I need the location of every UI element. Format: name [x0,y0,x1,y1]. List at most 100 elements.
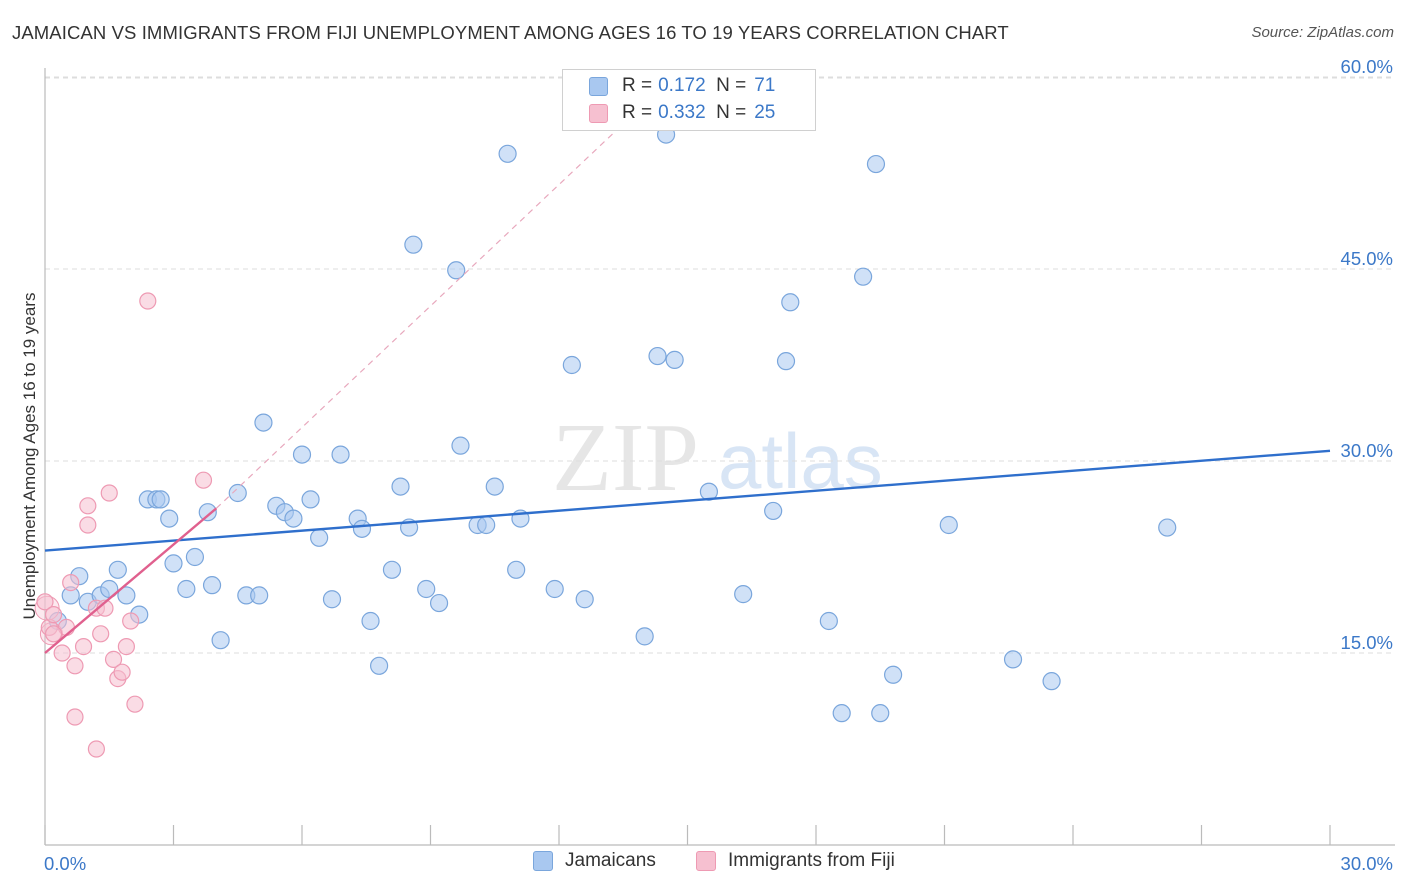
jamaican-point [160,509,179,528]
fiji-point [113,663,131,681]
y-tick-label: 30.0% [1341,440,1393,461]
fiji-point [126,695,144,713]
y-tick-label: 15.0% [1341,632,1393,653]
jamaican-point [164,554,183,573]
fiji-trend-line [44,507,218,654]
legend-swatch-pink [696,851,716,871]
jamaican-point [211,631,230,650]
jamaican-point [451,436,470,455]
jamaican-point [871,704,890,723]
jamaican-point [575,590,594,609]
jamaican-point [562,355,581,375]
jamaican-point [310,528,329,547]
legend-r-value: 0.172 [658,75,706,96]
jamaican-point [498,144,517,163]
watermark-zip: ZIP [552,404,699,512]
jamaican-point [117,586,136,605]
jamaican-point [228,483,247,503]
jamaican-point [477,515,496,535]
jamaican-point [665,350,684,369]
jamaican-point [352,519,372,538]
jamaican-point [819,611,838,631]
x-tick-label: 30.0% [1341,853,1393,874]
jamaican-point [939,515,958,535]
fiji-point [66,657,84,675]
legend-row-jamaicans: R = 0.172 N = 71 [563,73,775,99]
jamaican-point [185,547,205,567]
jamaican-point [292,445,312,464]
jamaican-point [635,627,654,646]
y-tick-label: 45.0% [1341,248,1393,269]
fiji-point [66,708,84,726]
jamaican-point [734,585,753,604]
fiji-point [44,625,63,643]
legend-r-value: 0.332 [658,102,706,123]
fiji-point [87,740,106,758]
jamaican-point [177,579,196,599]
x-tick-label: 0.0% [44,853,86,874]
jamaican-point [764,501,783,521]
legend-r-label: R = [622,102,653,123]
legend-n-value: 25 [754,102,776,123]
legend-label-jamaicans: Jamaicans [565,850,656,871]
jamaican-point [545,579,564,599]
jamaican-point [429,593,449,613]
jamaican-point [417,579,436,599]
jamaican-point [322,590,342,609]
y-tick-label: 60.0% [1341,56,1393,77]
jamaican-point [485,477,504,496]
jamaican-point [699,482,719,501]
jamaican-point [447,261,466,280]
fiji-point [194,471,213,489]
fiji-point [36,593,54,611]
legend-swatch-pink [589,103,608,123]
jamaican-point [284,509,303,528]
jamaican-point [382,560,402,579]
jamaican-point [776,352,796,371]
legend-label-fiji: Immigrants from Fiji [728,850,895,871]
fiji-point [79,497,97,515]
legend-swatch-blue [589,76,608,96]
jamaican-point [202,576,222,595]
jamaican-point [404,235,423,254]
jamaican-point [254,413,273,432]
fiji-point [53,644,71,662]
chart-title: JAMAICAN VS IMMIGRANTS FROM FIJI UNEMPLO… [12,22,1009,43]
legend-item-fiji: Immigrants from Fiji [696,850,895,872]
fiji-point [79,516,97,534]
jamaican-point [648,346,667,366]
series-legend: Jamaicans Immigrants from Fiji [0,850,1406,878]
fiji-point [100,484,118,502]
fiji-point [139,292,157,310]
jamaican-point [1158,518,1177,537]
legend-swatch-blue [533,851,553,871]
jamaican-point [507,560,526,579]
jamaican-point [331,445,350,464]
jamaican-point [883,665,903,684]
jamaican-point [198,503,217,522]
jamaican-point [370,656,389,675]
fiji-trend-extension [215,82,667,509]
legend-n-value: 71 [754,75,776,96]
fiji-point [92,625,110,643]
legend-n-label: N = [716,75,747,96]
jamaican-point [391,477,410,496]
jamaican-point [1042,672,1061,691]
source-label: Source: ZipAtlas.com [1251,24,1394,41]
jamaican-point [250,586,269,605]
jamaican-point [1003,650,1023,669]
jamaican-point [832,704,851,723]
fiji-point [44,605,63,624]
fiji-point [62,573,80,592]
jamaican-point [361,611,380,631]
jamaican-trend-line [44,449,1331,552]
jamaican-point [866,154,886,174]
fiji-point [104,650,123,669]
stats-legend: R = 0.172 N = 71 R = 0.332 N = 25 [562,69,816,131]
jamaican-point [108,560,127,579]
jamaican-point [301,490,320,509]
legend-item-jamaicans: Jamaicans [533,850,656,872]
jamaican-point [151,490,170,509]
watermark: ZIP atlas [552,404,883,512]
